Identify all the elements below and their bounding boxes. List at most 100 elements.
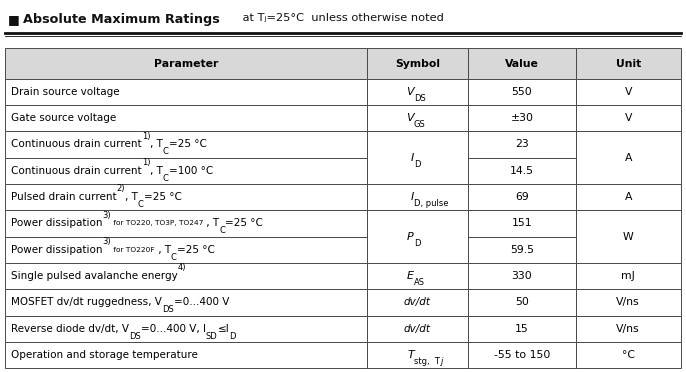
Text: A: A bbox=[624, 192, 632, 202]
Bar bbox=[366, 105, 468, 131]
Bar bbox=[5, 158, 366, 184]
Text: I: I bbox=[411, 192, 414, 202]
Bar bbox=[576, 48, 681, 78]
Text: 2): 2) bbox=[117, 185, 125, 193]
Text: =0...400 V: =0...400 V bbox=[174, 298, 229, 307]
Bar bbox=[5, 78, 366, 105]
Text: ±30: ±30 bbox=[510, 113, 534, 123]
Bar bbox=[468, 78, 576, 105]
Text: Drain source voltage: Drain source voltage bbox=[11, 87, 119, 97]
Text: , T: , T bbox=[155, 245, 171, 255]
Text: =0...400 V, I: =0...400 V, I bbox=[141, 324, 206, 334]
Text: D: D bbox=[414, 239, 421, 248]
Bar bbox=[468, 48, 576, 78]
Bar bbox=[576, 105, 681, 131]
Text: Power dissipation: Power dissipation bbox=[11, 218, 102, 228]
Bar bbox=[366, 342, 468, 368]
Text: DS: DS bbox=[129, 332, 141, 341]
Bar bbox=[468, 315, 576, 342]
Bar bbox=[5, 289, 366, 315]
Text: 69: 69 bbox=[515, 192, 529, 202]
Bar bbox=[366, 78, 468, 105]
Text: C: C bbox=[163, 147, 169, 156]
Text: 330: 330 bbox=[512, 271, 532, 281]
Text: Continuous drain current: Continuous drain current bbox=[11, 166, 141, 176]
Bar bbox=[468, 263, 576, 289]
Text: 14.5: 14.5 bbox=[510, 166, 534, 176]
Text: Single pulsed avalanche energy: Single pulsed avalanche energy bbox=[11, 271, 178, 281]
Text: j: j bbox=[441, 357, 444, 366]
Bar bbox=[366, 289, 468, 315]
Text: V/ns: V/ns bbox=[617, 324, 640, 334]
Bar bbox=[366, 263, 468, 289]
Text: =25 °C: =25 °C bbox=[177, 245, 215, 255]
Bar bbox=[468, 210, 576, 237]
Text: D, pulse: D, pulse bbox=[414, 199, 449, 208]
Bar bbox=[576, 342, 681, 368]
Text: 151: 151 bbox=[512, 218, 532, 228]
Bar bbox=[5, 131, 366, 158]
Text: for TO220F: for TO220F bbox=[111, 247, 155, 253]
Text: Power dissipation: Power dissipation bbox=[11, 245, 102, 255]
Text: V/ns: V/ns bbox=[617, 298, 640, 307]
Text: W: W bbox=[623, 232, 634, 242]
Text: Reverse diode dv/dt, V: Reverse diode dv/dt, V bbox=[11, 324, 129, 334]
Bar bbox=[468, 158, 576, 184]
Text: C: C bbox=[138, 200, 144, 209]
Bar bbox=[468, 289, 576, 315]
Text: 3): 3) bbox=[102, 237, 111, 246]
Text: 59.5: 59.5 bbox=[510, 245, 534, 255]
Bar bbox=[576, 289, 681, 315]
Bar bbox=[576, 78, 681, 105]
Text: Pulsed drain current: Pulsed drain current bbox=[11, 192, 117, 202]
Bar bbox=[366, 210, 468, 263]
Bar bbox=[468, 342, 576, 368]
Text: V: V bbox=[624, 113, 632, 123]
Text: V: V bbox=[624, 87, 632, 97]
Text: Continuous drain current: Continuous drain current bbox=[11, 140, 141, 150]
Text: Value: Value bbox=[505, 58, 539, 68]
Bar bbox=[576, 315, 681, 342]
Text: 15: 15 bbox=[515, 324, 529, 334]
Text: Operation and storage temperature: Operation and storage temperature bbox=[11, 350, 198, 360]
Text: D: D bbox=[229, 332, 236, 341]
Text: =100 °C: =100 °C bbox=[169, 166, 213, 176]
Text: D: D bbox=[414, 160, 421, 169]
Text: V: V bbox=[406, 87, 414, 97]
Bar bbox=[366, 131, 468, 184]
Text: T: T bbox=[407, 350, 414, 360]
Text: 3): 3) bbox=[102, 211, 111, 220]
Bar bbox=[468, 237, 576, 263]
Text: ■: ■ bbox=[8, 13, 20, 26]
Text: 1): 1) bbox=[141, 132, 150, 141]
Bar bbox=[468, 105, 576, 131]
Text: =25 °C: =25 °C bbox=[226, 218, 263, 228]
Text: mJ: mJ bbox=[622, 271, 635, 281]
Bar bbox=[366, 48, 468, 78]
Bar bbox=[5, 105, 366, 131]
Text: 23: 23 bbox=[515, 140, 529, 150]
Text: at Tⱼ=25°C  unless otherwise noted: at Tⱼ=25°C unless otherwise noted bbox=[239, 13, 445, 23]
Text: Symbol: Symbol bbox=[394, 58, 440, 68]
Text: DS: DS bbox=[162, 305, 174, 314]
Text: MOSFET dv/dt ruggedness, V: MOSFET dv/dt ruggedness, V bbox=[11, 298, 162, 307]
Text: SD: SD bbox=[206, 332, 217, 341]
Text: , T: , T bbox=[125, 192, 138, 202]
Text: I: I bbox=[411, 153, 414, 163]
Text: GS: GS bbox=[414, 120, 425, 129]
Text: for TO220, TO3P, TO247: for TO220, TO3P, TO247 bbox=[111, 221, 204, 227]
Text: DS: DS bbox=[414, 94, 425, 103]
Bar bbox=[5, 48, 366, 78]
Bar bbox=[5, 315, 366, 342]
Text: -55 to 150: -55 to 150 bbox=[494, 350, 550, 360]
Text: E: E bbox=[407, 271, 414, 281]
Text: AS: AS bbox=[414, 278, 425, 287]
Text: C: C bbox=[163, 174, 169, 183]
Bar bbox=[576, 131, 681, 184]
Text: Gate source voltage: Gate source voltage bbox=[11, 113, 116, 123]
Text: A: A bbox=[624, 153, 632, 163]
Text: Parameter: Parameter bbox=[154, 58, 218, 68]
Text: C: C bbox=[220, 227, 226, 235]
Text: , T: , T bbox=[150, 140, 163, 150]
Text: P: P bbox=[407, 232, 414, 242]
